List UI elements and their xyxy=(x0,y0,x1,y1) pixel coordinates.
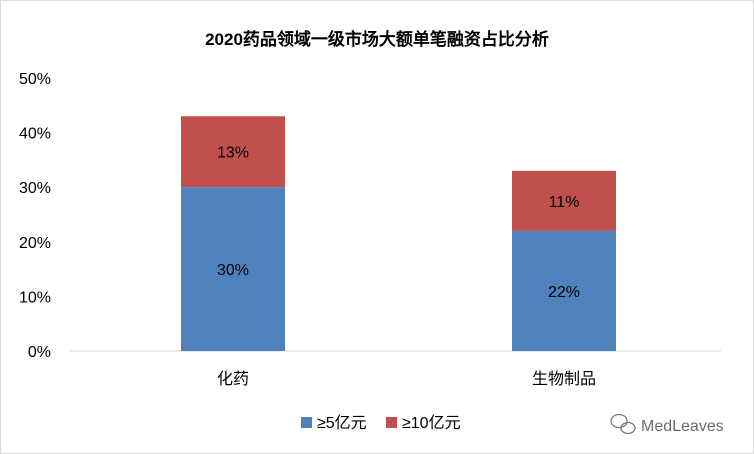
legend-swatch-10yi xyxy=(386,417,397,428)
bar-segment xyxy=(512,230,616,351)
y-axis: 0% 10% 20% 30% 40% 50% xyxy=(19,71,51,361)
y-tick-label: 50% xyxy=(19,71,51,88)
watermark-text: MedLeaves xyxy=(641,418,724,435)
x-category-label: 化药 xyxy=(217,370,249,388)
y-tick-label: 20% xyxy=(19,235,51,252)
x-axis-categories: 化药 生物制品 xyxy=(217,370,596,388)
y-tick-label: 10% xyxy=(19,289,51,306)
data-label: 22% xyxy=(548,284,580,301)
legend-label-5yi: ≥5亿元 xyxy=(317,414,367,432)
legend-swatch-5yi xyxy=(301,417,312,428)
bar-segment xyxy=(512,170,616,231)
data-label: 13% xyxy=(217,145,249,162)
data-label: 11% xyxy=(549,194,580,211)
bar-segment xyxy=(181,116,285,188)
x-category-label: 生物制品 xyxy=(532,370,596,388)
chart-title: 2020药品领域一级市场大额单笔融资占比分析 xyxy=(205,29,549,49)
bar-segment xyxy=(181,187,285,351)
watermark: MedLeaves xyxy=(610,413,724,435)
y-tick-label: 0% xyxy=(28,344,51,361)
bars: 30% 13% 22% 11% xyxy=(181,116,616,351)
y-tick-label: 30% xyxy=(19,180,51,197)
y-tick-label: 40% xyxy=(19,126,51,143)
legend-label-10yi: ≥10亿元 xyxy=(402,414,461,432)
data-label: 30% xyxy=(217,262,249,279)
legend: ≥5亿元 ≥10亿元 xyxy=(301,414,461,432)
wechat-icon xyxy=(610,413,636,435)
